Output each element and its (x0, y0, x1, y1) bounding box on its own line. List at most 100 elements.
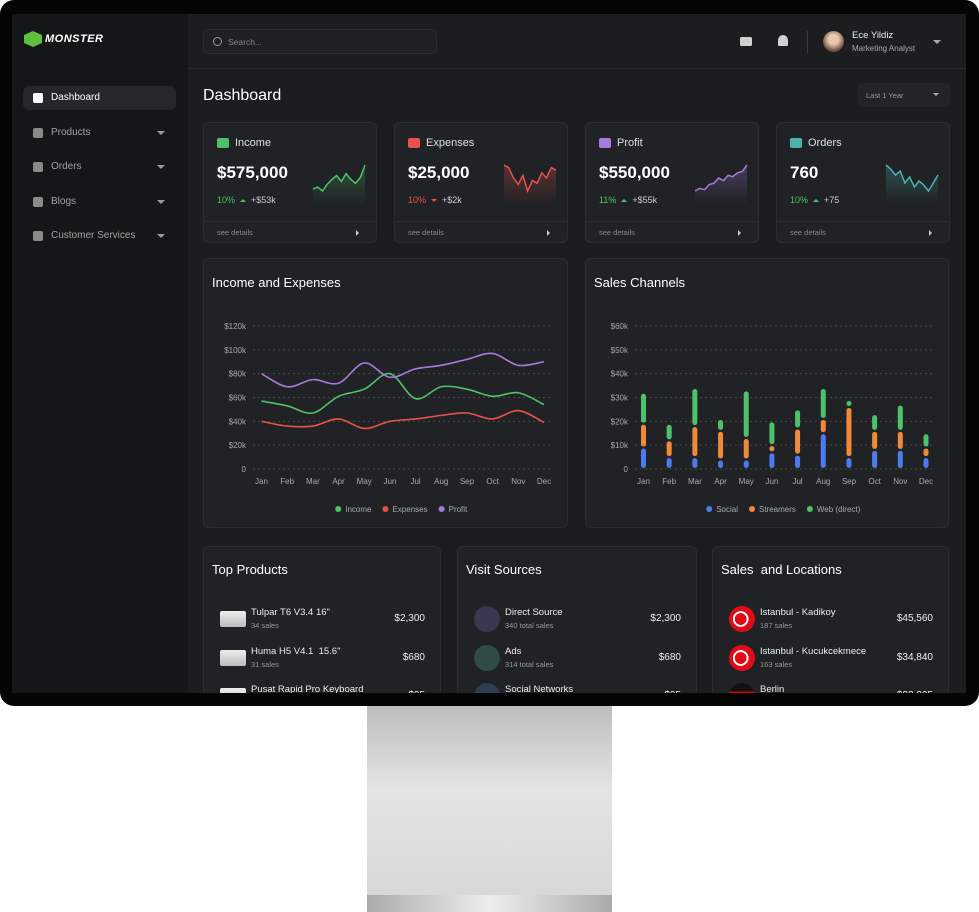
bar-segment (692, 427, 698, 457)
nav-caret (157, 130, 165, 135)
x-tick-label: Jul (792, 477, 802, 486)
monitor-stand (367, 706, 612, 912)
search-icon (213, 37, 222, 46)
sidebar: MONSTER Dashboard Products Orders Blogs Custo… (12, 14, 188, 693)
logo-icon (24, 31, 42, 47)
legend-item: Streamers (748, 505, 796, 514)
kpi-delta: +$53k (251, 195, 276, 205)
kpi-trend-arrow (621, 198, 628, 202)
kpi-change-row: 11% +$55k (599, 195, 657, 205)
nav-item[interactable]: Dashboard (23, 86, 176, 110)
legend-item: Income (335, 505, 372, 514)
avatar[interactable] (823, 31, 844, 52)
x-tick-label: Jan (255, 477, 268, 486)
see-details-label: see details (217, 228, 253, 237)
card-divider (395, 221, 567, 222)
chart-title: Income and Expenses (212, 275, 341, 290)
see-details[interactable]: see details (586, 222, 758, 242)
list-title: Sales and Locations (721, 562, 842, 577)
item-name: Social Networks (505, 684, 574, 693)
mail-icon[interactable] (740, 37, 752, 46)
item-value: $2,300 (394, 613, 425, 624)
kpi-change-row: 10% +75 (790, 195, 839, 205)
kpi-icon (408, 138, 420, 148)
period-select[interactable]: Last 1 Year (858, 83, 950, 107)
x-tick-label: Feb (280, 477, 294, 486)
kpi-change-row: 10% +$2k (408, 195, 462, 205)
sparkline-line (312, 164, 366, 193)
search-box[interactable]: Search... (203, 29, 437, 54)
flag-icon (729, 683, 755, 693)
x-tick-label: Feb (662, 477, 676, 486)
nav-label: Customer Services (51, 230, 136, 241)
item-value: $95 (408, 690, 425, 693)
card: Expenses $25,000 10% +$2k see details (394, 122, 568, 243)
nav-item[interactable]: Orders (23, 155, 176, 179)
x-tick-label: Jun (383, 477, 396, 486)
see-details-label: see details (408, 228, 444, 237)
nav-icon (33, 196, 43, 207)
nav-item[interactable]: Blogs (23, 190, 176, 214)
kpi-trend-arrow (240, 198, 247, 202)
card-divider (777, 221, 949, 222)
legend-label: Social (716, 505, 738, 514)
bar-segment (743, 391, 749, 438)
kpi-icon (599, 138, 611, 148)
card: Sales Channels 0 $10k $20k $30k $40k $50k $60k J… (585, 258, 949, 528)
kpi-delta: +$55k (632, 195, 658, 205)
bar-segment (897, 450, 903, 468)
bar-segment (743, 460, 749, 468)
legend-swatch (335, 506, 342, 512)
sparkline-area (886, 165, 938, 205)
y-tick-label: 0 (242, 465, 247, 474)
x-tick-label: Oct (868, 477, 881, 486)
nav-item[interactable]: Products (23, 121, 176, 145)
legend-label: Web (direct) (817, 505, 861, 514)
bar-segment (795, 410, 801, 428)
bar-segment (872, 450, 878, 468)
item-sub: 340 total sales (505, 621, 554, 630)
kpi-label: Income (235, 137, 272, 149)
bar-segment (666, 458, 672, 468)
see-details[interactable]: see details (204, 222, 376, 242)
see-details-chevron (547, 230, 550, 236)
sparkline-line (694, 164, 748, 192)
x-tick-label: Nov (511, 477, 525, 486)
bar-segment (923, 434, 929, 447)
bar-segment (666, 441, 672, 457)
card: Income and Expenses 0 $20k $40k $60k $80k $100… (203, 258, 568, 528)
sparkline (885, 164, 939, 205)
see-details-label: see details (790, 228, 826, 237)
sparkline-area (313, 165, 365, 205)
kpi-value: $25,000 (408, 163, 470, 182)
kpi-change: 10% (217, 195, 236, 205)
user-caret[interactable] (933, 40, 941, 44)
search-placeholder: Search... (228, 37, 263, 47)
x-tick-label: Apr (332, 477, 345, 486)
bar-segment (743, 439, 749, 459)
y-tick-label: $80k (229, 370, 247, 379)
bar-segment (820, 388, 826, 418)
item-value: $95 (664, 690, 681, 693)
user-role: Marketing Analyst (852, 44, 916, 53)
legend-item: Expenses (382, 505, 428, 514)
bell-icon[interactable] (778, 35, 788, 46)
legend-item: Profit (438, 505, 468, 514)
item-name: Huma H5 V4.1 15.6" (251, 645, 341, 657)
item-sub: 187 sales (760, 621, 793, 630)
bar-segment (846, 408, 852, 457)
logo: MONSTER (24, 31, 104, 47)
sparkline-line (503, 164, 557, 194)
kpi-value: $550,000 (599, 163, 670, 182)
see-details[interactable]: see details (777, 222, 949, 242)
card: Visit Sources Direct Source 340 total sale… (457, 546, 697, 693)
nav-icon (33, 231, 43, 241)
nav-item[interactable]: Customer Services (23, 224, 176, 248)
see-details[interactable]: see details (395, 222, 567, 242)
nav-icon (33, 127, 43, 138)
item-sub: 163 sales (760, 659, 793, 669)
list-title: Visit Sources (466, 562, 542, 577)
item-value: $22,225 (897, 690, 933, 693)
see-details-chevron (929, 230, 932, 236)
x-tick-label: Mar (306, 477, 320, 486)
